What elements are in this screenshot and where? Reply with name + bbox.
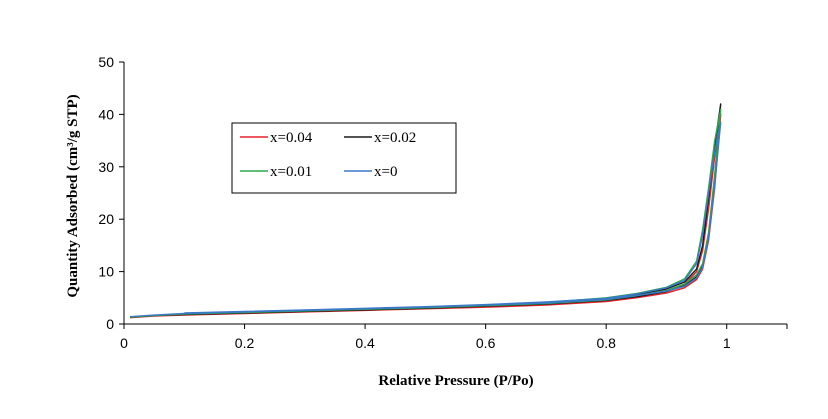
legend-label: x=0.02	[374, 130, 416, 146]
x-tick-label: 0.2	[235, 335, 255, 351]
y-tick-label: 0	[106, 316, 114, 332]
legend-label: x=0.01	[270, 164, 312, 180]
legend-box	[231, 122, 457, 194]
y-tick-label: 40	[98, 106, 114, 122]
series-line-3	[129, 121, 722, 318]
y-tick-label: 30	[98, 159, 114, 175]
axes	[119, 61, 788, 329]
series-lines	[129, 103, 722, 319]
legend: x=0.04 x=0.02 x=0.01 x=0	[231, 122, 457, 194]
y-tick-label: 50	[98, 54, 114, 70]
x-tick-label: 0.6	[476, 335, 496, 351]
x-tick-label: 0	[120, 335, 128, 351]
x-tick-label: 0.8	[596, 335, 616, 351]
x-tick-label: 0.4	[355, 335, 375, 351]
legend-label: x=0.04	[270, 130, 313, 146]
x-tick-label: 1	[723, 335, 731, 351]
y-tick-label: 10	[98, 264, 114, 280]
y-axis-title: Quantity Adsorbed (cm³/g STP)	[65, 94, 81, 297]
legend-label: x=0	[374, 164, 397, 180]
x-axis-title: Relative Pressure (P/Po)	[378, 373, 533, 389]
y-tick-label: 20	[98, 211, 114, 227]
